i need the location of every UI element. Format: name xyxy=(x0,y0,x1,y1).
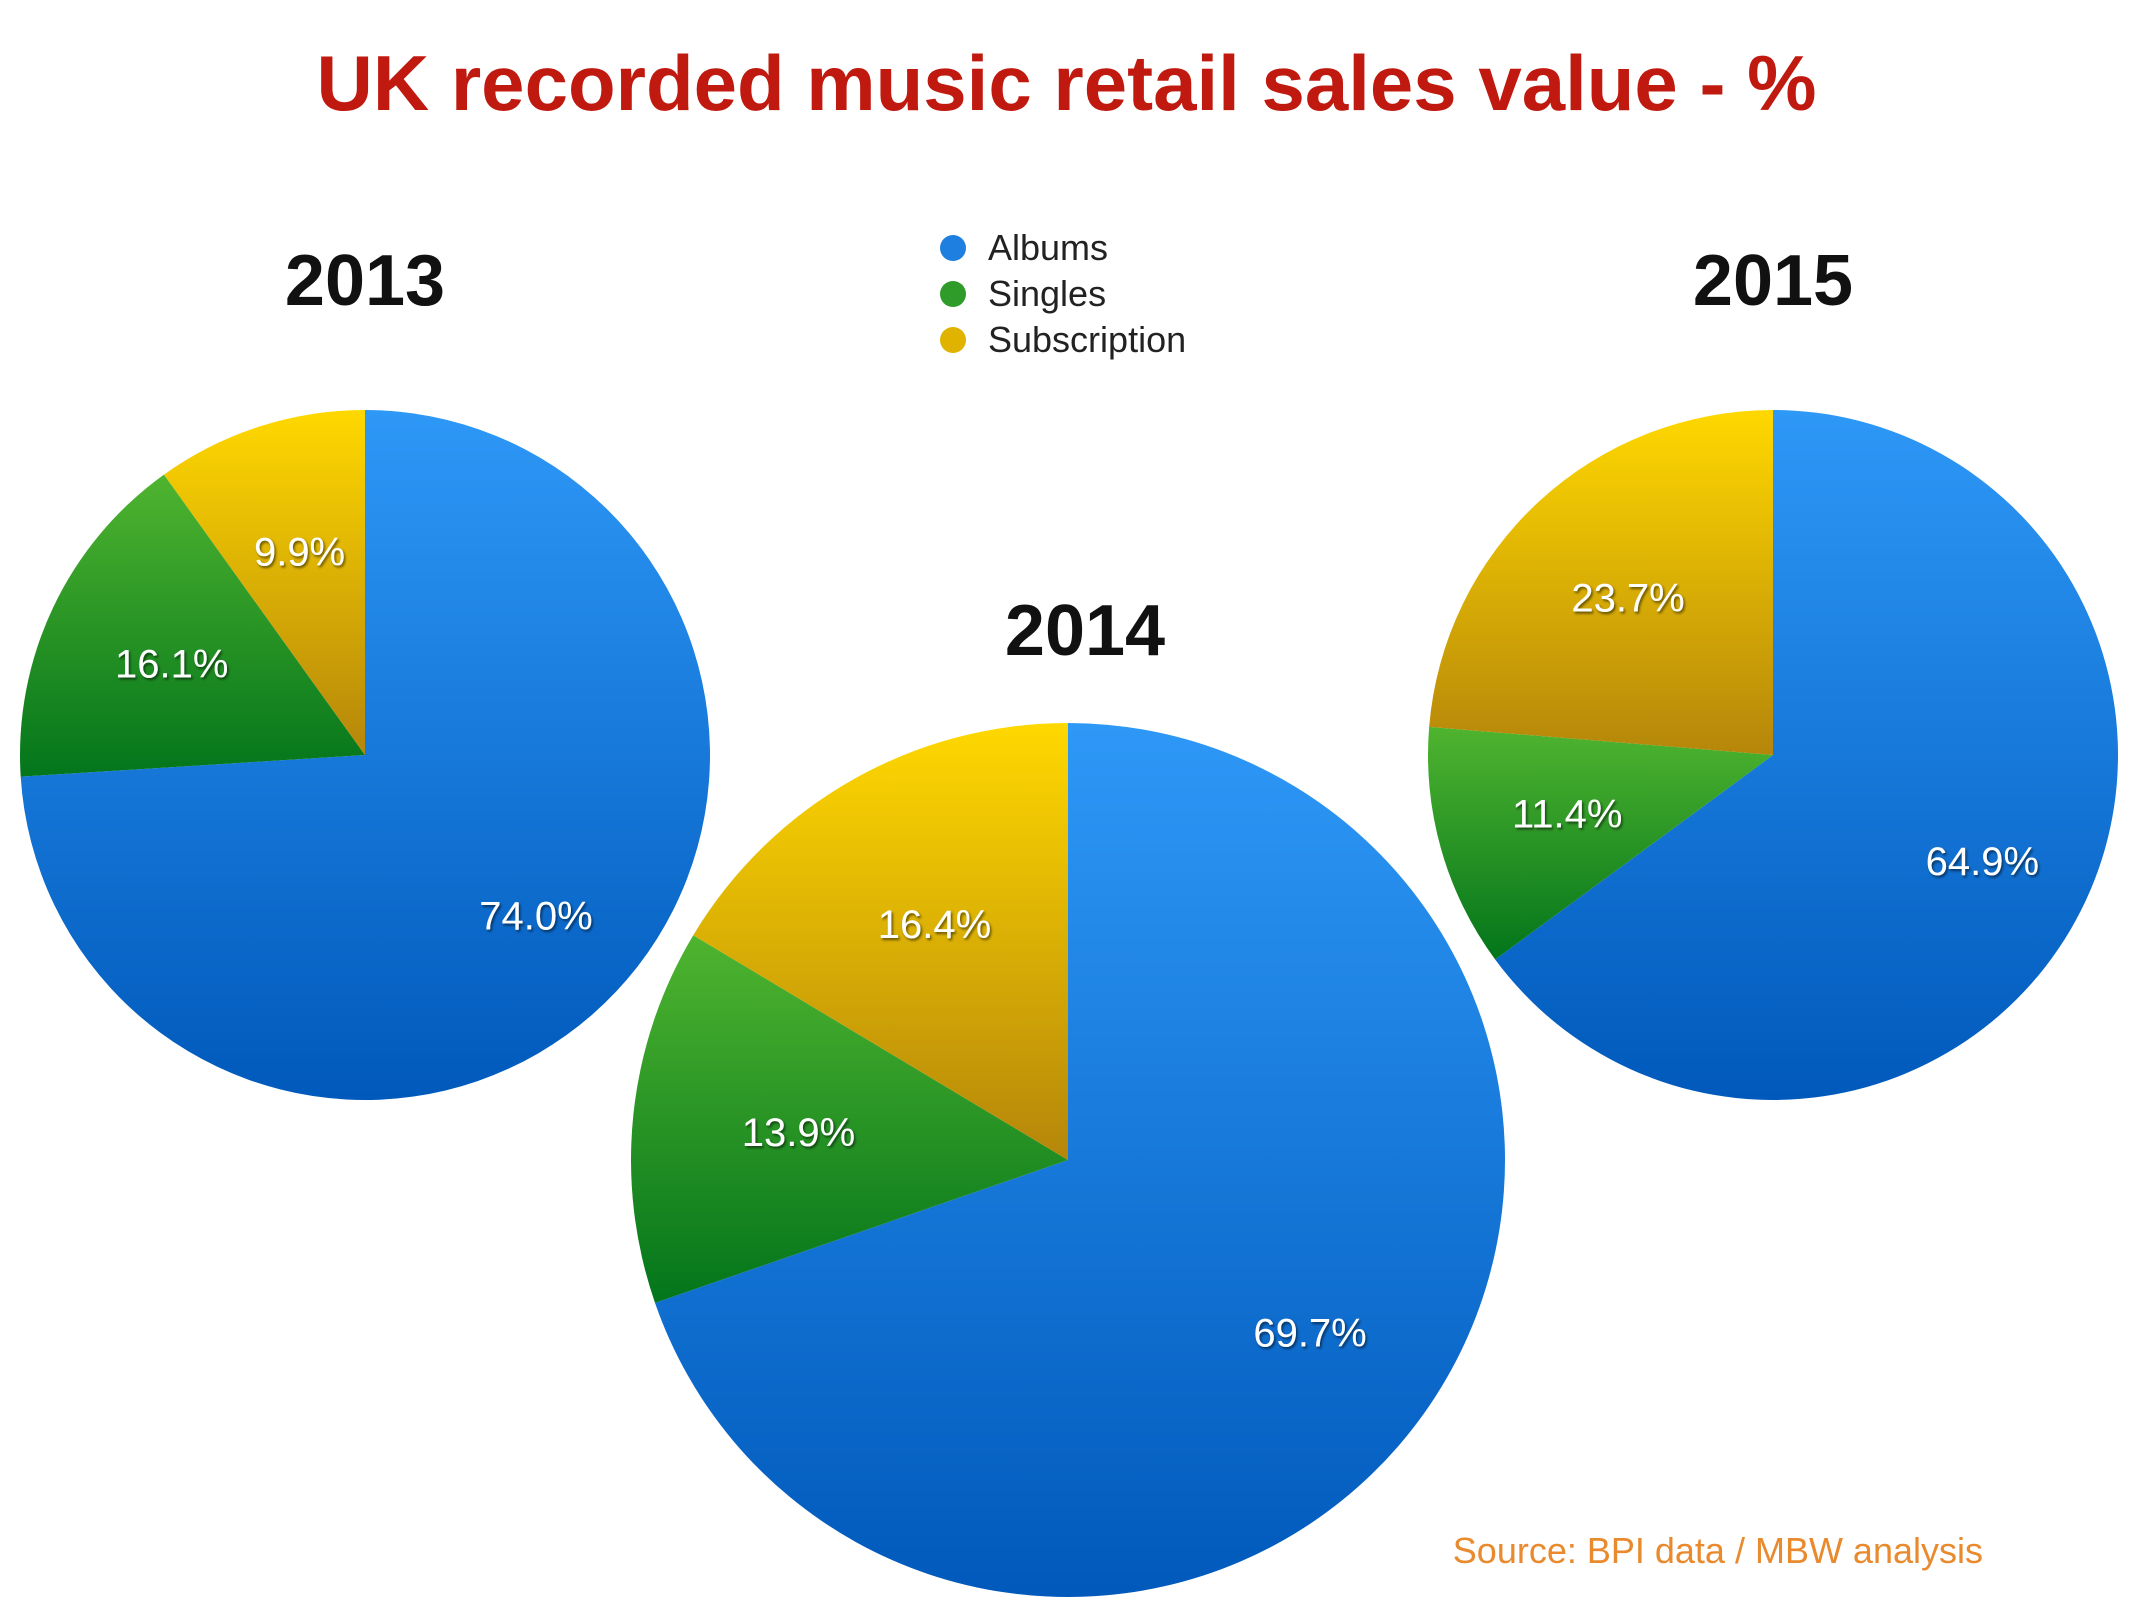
pie-title-2014: 2014 xyxy=(1005,591,1165,671)
slice-label-albums-2015: 64.9% xyxy=(1926,840,2039,884)
legend-label-singles: Singles xyxy=(988,273,1107,314)
legend-item-albums: Albums xyxy=(940,225,1186,271)
chart-title: UK recorded music retail sales value - % xyxy=(316,39,1817,127)
slice-label-subscription-2015: 23.7% xyxy=(1571,577,1684,621)
source-note: Source: BPI data / MBW analysis xyxy=(1452,1530,1983,1571)
singles-swatch-icon xyxy=(940,281,966,307)
slice-label-subscription-2013: 9.9% xyxy=(254,530,345,574)
pie-2014: 2014 69.7% 13.9% 16.4% xyxy=(630,591,1505,1597)
pie-slice-subscription-2013 xyxy=(163,410,365,755)
slice-label-singles-2013: 16.1% xyxy=(115,642,228,686)
slice-label-singles-2015: 11.4% xyxy=(1512,792,1622,836)
subscription-swatch-icon xyxy=(940,327,966,353)
pie-title-2013: 2013 xyxy=(285,241,445,321)
slice-label-singles-2014: 13.9% xyxy=(742,1111,855,1155)
pie-slice-albums-2014 xyxy=(655,723,1505,1597)
pie-slice-subscription-2014 xyxy=(693,723,1068,1160)
pie-2013: 2013 74.0% 16.1% 9.9% xyxy=(19,241,710,1101)
pie-2015: 2015 64.9% 11.4% 23.7% xyxy=(1427,241,2119,1100)
pie-slice-albums-2015 xyxy=(1495,410,2119,1100)
pie-slice-singles-2015 xyxy=(1427,726,1773,960)
pie-slice-subscription-2015 xyxy=(1429,410,1773,755)
legend-label-subscription: Subscription xyxy=(988,319,1187,360)
legend-label-albums: Albums xyxy=(988,227,1109,268)
legend-item-singles: Singles xyxy=(940,271,1186,317)
slice-label-albums-2014: 69.7% xyxy=(1253,1311,1366,1355)
legend: Albums Singles Subscription xyxy=(940,225,1186,363)
pie-slice-singles-2013 xyxy=(19,474,365,777)
slice-label-albums-2013: 74.0% xyxy=(479,895,592,939)
slice-label-subscription-2014: 16.4% xyxy=(878,903,991,947)
pie-title-2015: 2015 xyxy=(1693,241,1853,321)
pie-slice-singles-2014 xyxy=(630,935,1068,1303)
pie-slice-albums-2013 xyxy=(20,410,710,1101)
albums-swatch-icon xyxy=(940,235,966,261)
legend-item-subscription: Subscription xyxy=(940,317,1186,363)
